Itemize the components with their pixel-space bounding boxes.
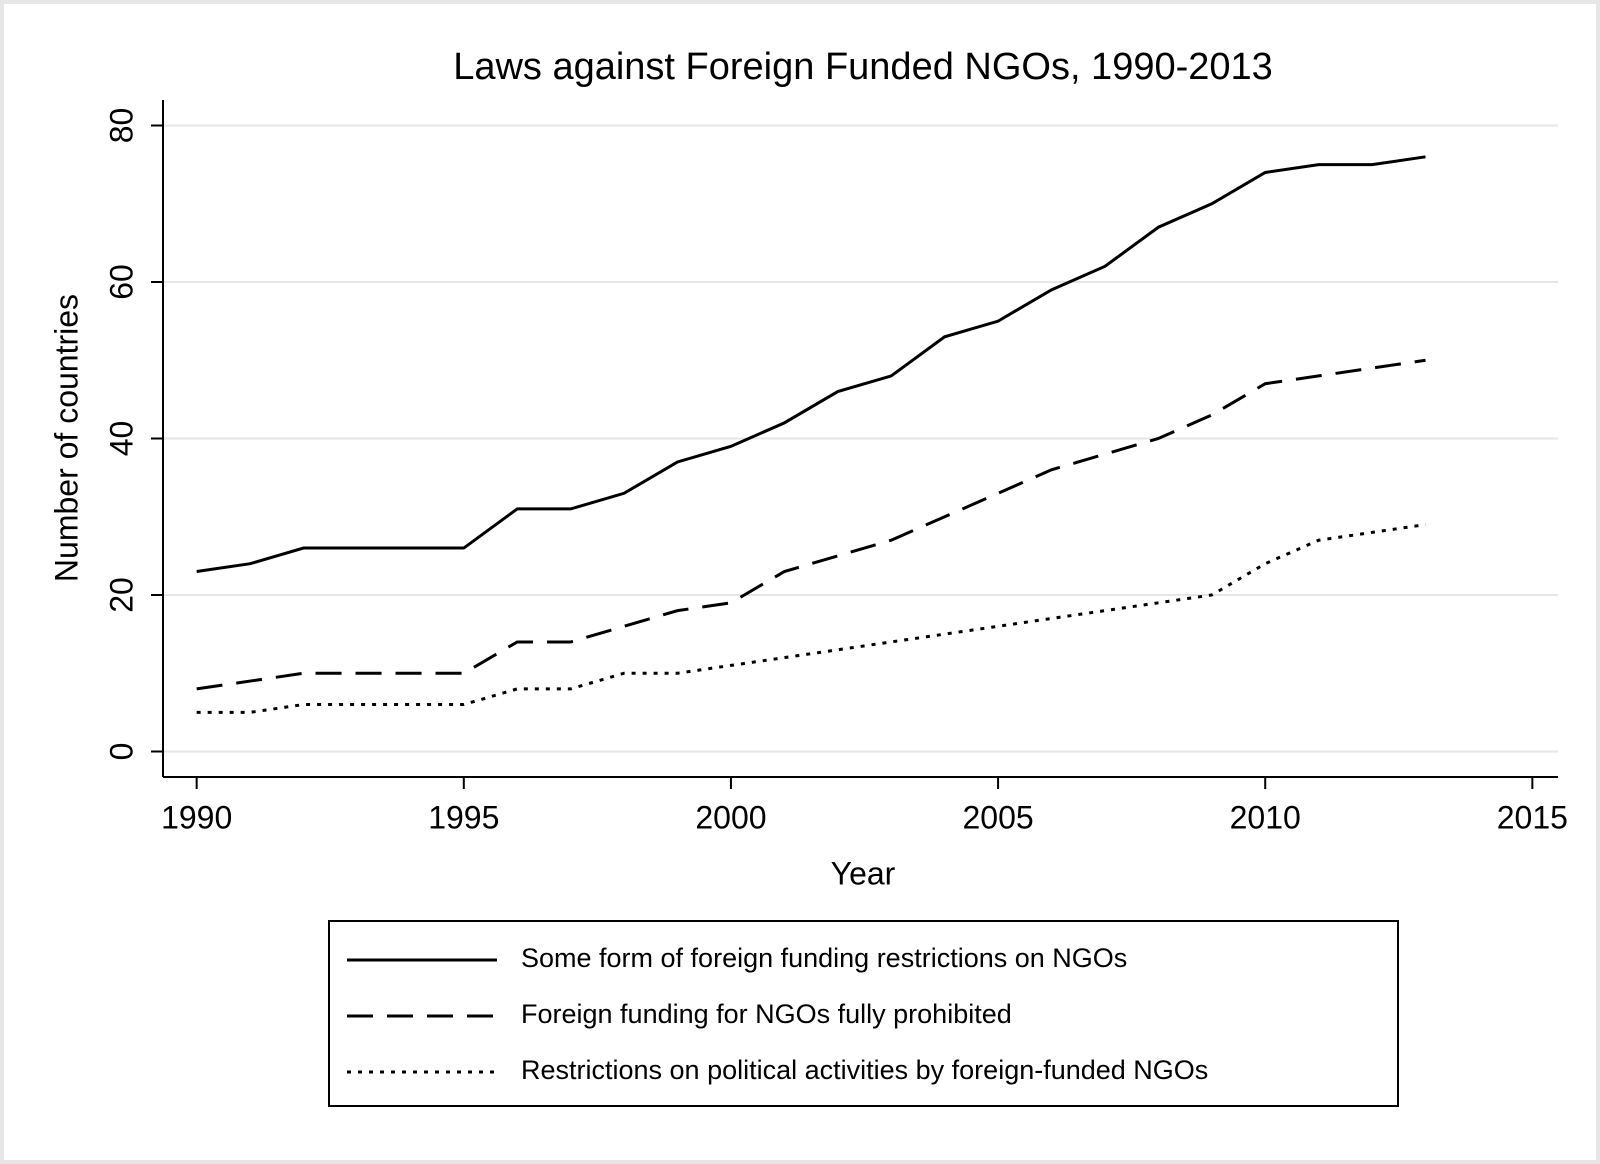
y-tick-label: 40 [103,421,139,457]
x-tick-label: 2000 [695,799,766,835]
x-tick-label: 1990 [161,799,232,835]
chart-title: Laws against Foreign Funded NGOs, 1990-2… [453,46,1273,88]
y-tick-label: 20 [103,577,139,613]
x-tick-label: 1995 [428,799,499,835]
y-tick-label: 60 [103,264,139,300]
y-tick-label: 0 [103,743,139,761]
x-tick-label: 2010 [1230,799,1301,835]
x-tick-label: 2005 [962,799,1033,835]
series-line [196,358,1426,691]
legend-box [328,920,1399,1107]
series-line [196,155,1426,574]
series-line [196,523,1426,714]
legend-label: Foreign funding for NGOs fully prohibite… [521,999,1012,1029]
legend-label: Some form of foreign funding restriction… [521,943,1127,973]
x-tick-label: 2015 [1497,799,1568,835]
y-tick-label: 80 [103,108,139,144]
y-axis-label: Number of countries [48,294,84,582]
legend-label: Restrictions on political activities by … [521,1055,1208,1085]
x-axis-label: Year [831,855,896,891]
